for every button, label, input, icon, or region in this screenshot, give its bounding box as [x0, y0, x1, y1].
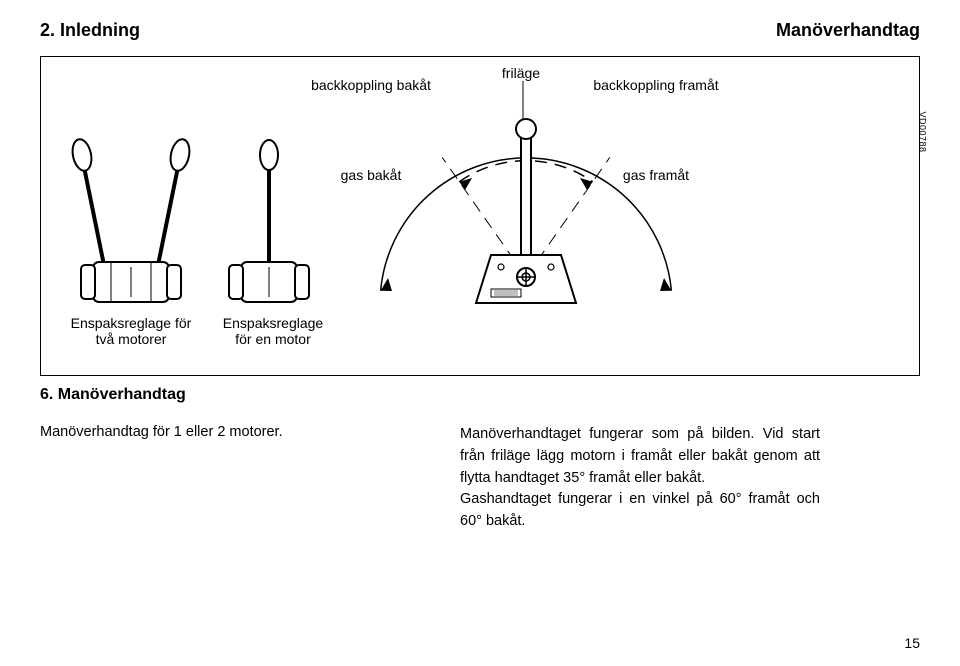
body-right: Manöverhandtaget fungerar som på bilden.… — [460, 424, 820, 533]
arc-diagram-icon — [331, 77, 751, 337]
page-title: Manöverhandtag — [776, 20, 920, 41]
body-left: Manöverhandtag för 1 eller 2 motorer. — [40, 424, 370, 533]
figure-box: backkoppling bakåt friläge backkoppling … — [40, 56, 920, 376]
figure-id: VD00788 — [917, 111, 927, 152]
single-lever-icon — [219, 127, 319, 307]
label-one-motor: Enspaksreglage för en motor — [213, 315, 333, 347]
label-two-motor: Enspaksreglage för två motorer — [61, 315, 201, 347]
section-number: 2. Inledning — [40, 20, 140, 41]
subheading: 6. Manöverhandtag — [40, 386, 920, 404]
page-number: 15 — [904, 635, 920, 651]
dual-lever-icon — [61, 107, 201, 307]
